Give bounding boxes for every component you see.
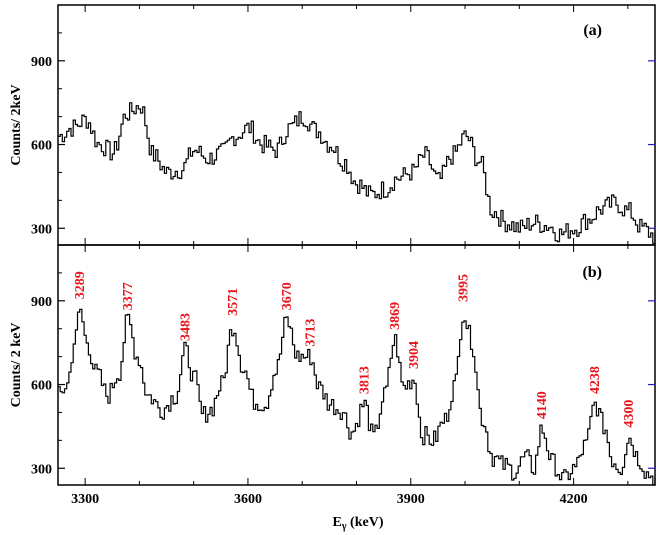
y-tick-label: 900 <box>31 55 52 70</box>
y-tick-label: 900 <box>31 295 52 310</box>
panel-b-spectrum-trace <box>58 308 656 486</box>
panel-b-ticks: 300 600 900 3300 3600 3900 4200 <box>31 244 655 507</box>
peak-label: 3289 <box>73 271 88 299</box>
peak-label: 3995 <box>456 274 471 302</box>
peak-label: 3483 <box>179 313 194 341</box>
y-tick-label: 600 <box>31 379 52 394</box>
panel-a-ylabel: Counts/ 2keV <box>9 84 24 165</box>
panel-a-ticks: 300 600 900 <box>31 4 655 245</box>
y-tick-label: 600 <box>31 139 52 154</box>
peak-label: 3571 <box>226 288 241 316</box>
x-tick-label: 3300 <box>71 492 99 507</box>
panel-b-ylabel: Counts/ 2 keV <box>9 323 24 408</box>
peak-label: 4238 <box>588 366 603 394</box>
peak-label: 3813 <box>358 366 373 394</box>
panel-a-spectrum-trace <box>58 102 656 244</box>
x-tick-label: 3600 <box>234 492 262 507</box>
peak-label: 3904 <box>407 341 422 369</box>
peak-label: 3713 <box>303 319 318 347</box>
peak-label: 3377 <box>121 282 136 310</box>
panel-b-frame <box>57 244 656 486</box>
panel-a: 300 600 900 (a) Counts/ 2keV <box>9 4 656 246</box>
peak-labels: 3289 3377 3483 3571 3670 3713 3813 3869 3904 3995… <box>73 271 637 427</box>
peak-label: 4300 <box>622 400 637 428</box>
x-axis-title: Eγ (keV) <box>333 515 384 532</box>
y-tick-label: 300 <box>31 222 52 237</box>
panel-a-frame <box>57 4 656 246</box>
panel-a-tag: (a) <box>583 22 602 39</box>
x-tick-label: 3900 <box>397 492 425 507</box>
panel-b-tag: (b) <box>582 264 602 281</box>
peak-label: 4140 <box>535 391 550 419</box>
panel-b: 300 600 900 3300 3600 3900 4200 3289 3377 3483 35… <box>9 244 656 532</box>
x-tick-label: 4200 <box>560 492 588 507</box>
y-tick-label: 300 <box>31 462 52 477</box>
peak-label: 3670 <box>280 282 295 310</box>
peak-label: 3869 <box>388 302 403 330</box>
